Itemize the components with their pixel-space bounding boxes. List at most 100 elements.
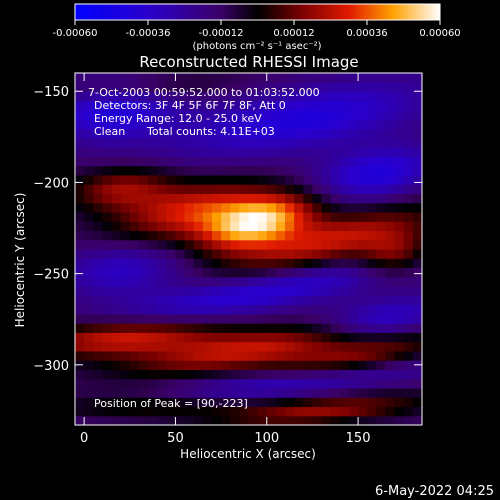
heatmap-cell [239, 137, 250, 148]
heatmap-cell [367, 110, 377, 120]
heatmap-cell [394, 73, 405, 83]
heatmap-cell [221, 406, 231, 417]
heatmap-cell [138, 110, 149, 120]
heatmap-cell [211, 350, 222, 361]
heatmap-cell [339, 147, 350, 157]
heatmap-cell [184, 184, 195, 195]
heatmap-cell [394, 221, 405, 232]
heatmap-cell [403, 369, 414, 380]
heatmap-cell [239, 387, 250, 398]
heatmap-cell [266, 137, 277, 148]
heatmap-cell [303, 332, 314, 343]
heatmap-cell [394, 128, 405, 139]
heatmap-cell [394, 267, 405, 278]
heatmap-cell [175, 110, 186, 120]
heatmap-cell [339, 341, 350, 352]
heatmap-cell [120, 110, 131, 120]
heatmap-cell [211, 341, 222, 352]
heatmap-cell [138, 249, 149, 259]
heatmap-cell [84, 211, 94, 222]
heatmap-cell [129, 156, 140, 167]
heatmap-cell [257, 369, 268, 380]
heatmap-cell [102, 267, 113, 278]
heatmap-cell [348, 369, 359, 380]
heatmap-cell [111, 406, 122, 417]
heatmap-cell [239, 267, 250, 278]
heatmap-cell [394, 230, 405, 241]
heatmap-cell [403, 110, 414, 120]
heatmap-cell [102, 239, 113, 250]
heatmap-cell [248, 249, 259, 259]
heatmap-cell [275, 184, 286, 195]
heatmap-cell [248, 221, 259, 232]
heatmap-cell [376, 239, 387, 250]
heatmap-cell [157, 202, 167, 213]
heatmap-cell [221, 156, 231, 167]
heatmap-cell [285, 313, 295, 324]
heatmap-cell [239, 406, 250, 417]
heatmap-cell [294, 230, 304, 241]
heatmap-cell [312, 378, 323, 389]
heatmap-cell [321, 304, 332, 315]
colorbar-units: (photons cm⁻² s⁻¹ asec⁻²) [192, 41, 321, 52]
heatmap-cell [129, 119, 140, 130]
heatmap-cell [358, 165, 368, 176]
heatmap-cell [175, 369, 186, 380]
heatmap-cell [257, 230, 268, 241]
heatmap-cell [193, 147, 204, 157]
heatmap-cell [93, 193, 103, 204]
heatmap-cell [75, 295, 85, 306]
heatmap-cell [129, 286, 140, 296]
heatmap-cell [321, 323, 332, 333]
heatmap-cell [166, 100, 177, 111]
heatmap-cell [257, 174, 268, 185]
heatmap-cell [339, 249, 350, 259]
heatmap-cell [129, 378, 140, 389]
heatmap-cell [84, 193, 94, 204]
heatmap-cell [248, 387, 259, 398]
heatmap-cell [84, 174, 94, 185]
heatmap-cell [367, 239, 377, 250]
heatmap-cell [157, 258, 167, 269]
heatmap-cell [367, 397, 377, 408]
heatmap-cell [312, 258, 323, 269]
heatmap-cell [202, 258, 213, 269]
heatmap-cell [348, 184, 359, 195]
heatmap-cell [312, 137, 323, 148]
heatmap-cell [148, 156, 158, 167]
heatmap-cell [294, 313, 304, 324]
heatmap-cell [266, 332, 277, 343]
heatmap-cell [193, 110, 204, 120]
heatmap-cell [266, 147, 277, 157]
heatmap-cell [166, 267, 177, 278]
heatmap-cell [75, 350, 85, 361]
heatmap-cell [385, 258, 396, 269]
heatmap-cell [175, 406, 186, 417]
heatmap-cell [266, 100, 277, 111]
heatmap-cell [367, 119, 377, 130]
heatmap-cell [275, 350, 286, 361]
heatmap-cell [93, 332, 103, 343]
heatmap-cell [312, 221, 323, 232]
heatmap-cell [166, 369, 177, 380]
heatmap-cell [111, 73, 122, 83]
heatmap-cell [339, 397, 350, 408]
heatmap-cell [285, 360, 295, 371]
heatmap-cell [321, 156, 332, 167]
heatmap-cell [385, 156, 396, 167]
heatmap-cell [348, 174, 359, 185]
heatmap-cell [230, 193, 240, 204]
heatmap-cell [84, 406, 94, 417]
heatmap-cell [285, 286, 295, 296]
heatmap-cell [84, 304, 94, 315]
heatmap-cell [275, 360, 286, 371]
heatmap-cell [129, 267, 140, 278]
heatmap-cell [376, 369, 387, 380]
heatmap-cell [321, 165, 332, 176]
heatmap-cell [148, 313, 158, 324]
heatmap-cell [312, 415, 323, 425]
heatmap-cell [275, 378, 286, 389]
heatmap-cell [75, 202, 85, 213]
heatmap-cell [138, 211, 149, 222]
heatmap-cell [148, 332, 158, 343]
